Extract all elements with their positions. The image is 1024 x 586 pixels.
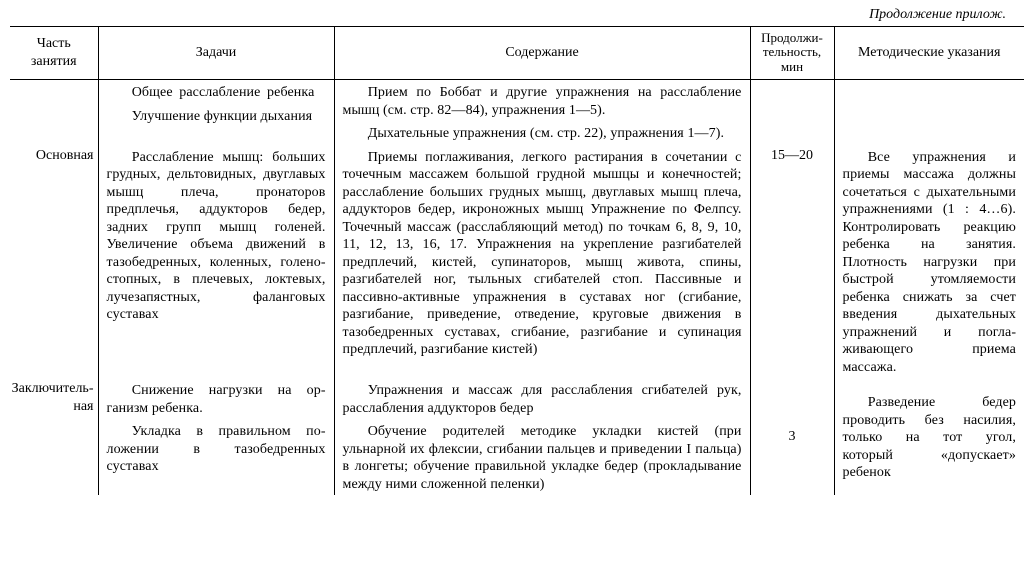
notes-cell: Все упражнения и приемы массажа дол­жны …	[834, 145, 1024, 379]
table-row: Общее расслабление ре­бенка Улучшение фу…	[10, 80, 1024, 145]
notes-text: Разведение бедер проводить без наси­лия,…	[843, 394, 1017, 482]
notes-cell: Разведение бедер проводить без наси­лия,…	[834, 378, 1024, 495]
table-header-row: Часть занятия Задачи Содержание Продолжи…	[10, 26, 1024, 80]
content-cell: Упражнения и массаж для расслабления сги…	[334, 378, 750, 495]
tasks-cell: Расслабление мышц: боль­ших грудных, дел…	[98, 145, 334, 379]
tasks-text: Расслабление мышц: боль­ших грудных, дел…	[107, 149, 326, 324]
content-text: Дыхательные упражнения (см. стр. 22), уп…	[343, 125, 742, 143]
content-cell: Прием по Боббат и другие упражнения на р…	[334, 80, 750, 145]
tasks-text: Укладка в правильном по­ложении в тазобе…	[107, 423, 326, 476]
col-header-duration: Продолжи­тельность, мин	[750, 26, 834, 80]
notes-text: Все упражнения и приемы массажа дол­жны …	[843, 149, 1017, 377]
table-continuation-caption: Продолжение прилож.	[10, 6, 1006, 24]
table-row: Заклю­читель­ная Снижение нагрузки на ор…	[10, 378, 1024, 495]
part-cell: Заклю­читель­ная	[10, 378, 98, 495]
col-header-tasks: Задачи	[98, 26, 334, 80]
lesson-plan-table: Часть занятия Задачи Содержание Продолжи…	[10, 26, 1024, 496]
content-cell: Приемы поглаживания, легкого растирания …	[334, 145, 750, 379]
tasks-text: Улучшение функции дыха­ния	[107, 108, 326, 126]
table-row: Основ­ная Расслабление мышц: боль­ших гр…	[10, 145, 1024, 379]
tasks-text: Снижение нагрузки на ор­ганизм ребенка.	[107, 382, 326, 417]
duration-cell	[750, 80, 834, 145]
part-cell: Основ­ная	[10, 145, 98, 379]
content-text: Прием по Боббат и другие упражнения на р…	[343, 84, 742, 119]
duration-cell: 15—20	[750, 145, 834, 379]
notes-cell	[834, 80, 1024, 145]
tasks-cell: Общее расслабление ре­бенка Улучшение фу…	[98, 80, 334, 145]
col-header-part: Часть занятия	[10, 26, 98, 80]
content-text: Приемы поглаживания, легкого растирания …	[343, 149, 742, 359]
col-header-notes: Методические указания	[834, 26, 1024, 80]
duration-cell: 3	[750, 378, 834, 495]
tasks-cell: Снижение нагрузки на ор­ганизм ребенка. …	[98, 378, 334, 495]
part-cell	[10, 80, 98, 145]
content-text: Упражнения и массаж для расслабления сги…	[343, 382, 742, 417]
tasks-text: Общее расслабление ре­бенка	[107, 84, 326, 102]
content-text: Обучение родителей методике укладки ки­с…	[343, 423, 742, 493]
col-header-content: Содержание	[334, 26, 750, 80]
